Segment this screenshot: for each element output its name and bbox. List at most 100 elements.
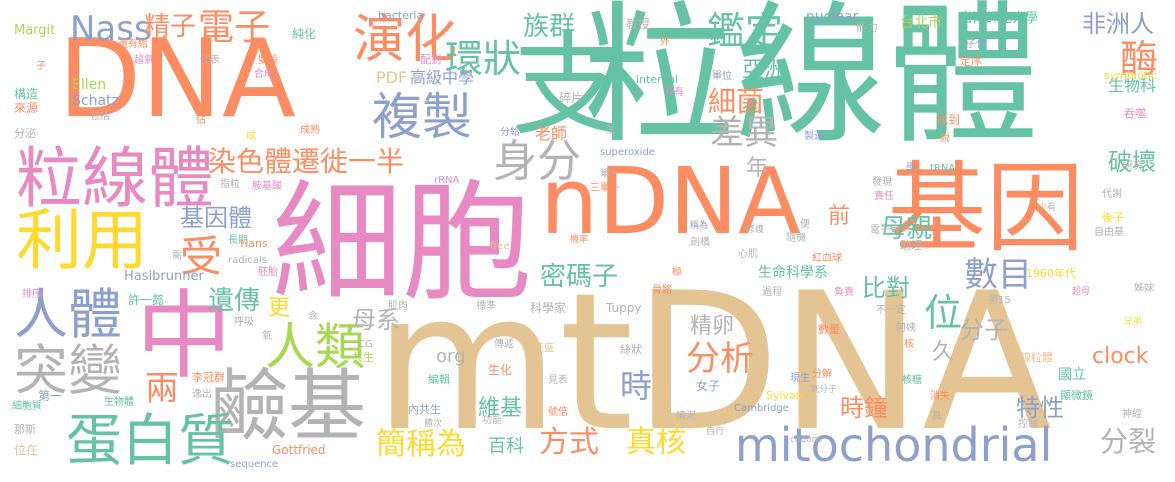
cloud-word: 過程 (762, 287, 782, 298)
cloud-word: 細胞 (272, 167, 533, 319)
cloud-word: 助理 (900, 239, 922, 252)
cloud-word: 細菌 (708, 85, 765, 118)
cloud-word: 說 (940, 133, 950, 144)
cloud-word: 差異 (710, 113, 778, 153)
cloud-word: 氧 (262, 331, 272, 342)
cloud-word: 受 (180, 232, 223, 281)
cloud-word: 內共生 (408, 403, 441, 416)
cloud-word: 破壞 (1108, 148, 1156, 176)
cloud-word: 基因體 (180, 204, 252, 232)
cloud-word: 教授 (626, 17, 651, 31)
cloud-word: 來源 (14, 101, 39, 115)
cloud-word: 阿姨 (896, 323, 916, 334)
cloud-word: internal (636, 73, 679, 86)
cloud-word: 分析 (686, 339, 754, 379)
cloud-word: 比對 (862, 274, 910, 302)
cloud-word: clock (1092, 344, 1149, 369)
cloud-word: 1960年代 (1026, 267, 1076, 280)
cloud-word: 時 (620, 367, 653, 405)
cloud-word: 方式 (539, 425, 599, 460)
cloud-word: 分裂 (1100, 425, 1157, 458)
cloud-word: 佔 (196, 115, 206, 126)
cloud-word: 神經 (1122, 409, 1142, 420)
cloud-word: 密碼子 (540, 262, 619, 292)
cloud-word: 顯微鏡 (1060, 389, 1093, 402)
cloud-word: 見表 (548, 375, 568, 386)
cloud-word: 兩 (145, 369, 179, 409)
cloud-word: 生命科學系 (758, 265, 828, 281)
cloud-word: 科學家 (530, 301, 567, 315)
cloud-word: 少有 (1038, 203, 1057, 213)
cloud-word: 配對 (420, 53, 442, 66)
cloud-word: 劍橋 (690, 237, 710, 248)
cloud-word: 更 (268, 296, 291, 321)
cloud-word: nuclear (806, 9, 859, 25)
cloud-word: 傳遞 (494, 339, 514, 350)
cloud-word: 碎片 (559, 91, 584, 105)
cloud-word: 生物科 (1108, 76, 1157, 95)
cloud-word: 核糖 (902, 375, 922, 386)
cloud-word: 蛋白質 (66, 409, 234, 474)
cloud-word: 胺基酸 (252, 181, 282, 192)
cloud-word: 突變 (14, 339, 122, 402)
cloud-word: 骨骼 (652, 285, 672, 296)
cloud-word: 成 (246, 131, 256, 142)
cloud-word: 不一定 (876, 305, 906, 316)
cloud-word: DNA (58, 17, 296, 142)
cloud-word: 還有給 (118, 39, 148, 50)
cloud-word: 負責 (834, 287, 854, 298)
cloud-word: 極 (672, 267, 682, 278)
cloud-word: 基因 (888, 152, 1085, 266)
cloud-word: 遺傳 (208, 286, 261, 316)
cloud-word: 三單一 (590, 183, 620, 194)
cloud-word: 身分 (493, 136, 581, 187)
cloud-word: 百科 (488, 436, 524, 457)
cloud-word: 演化 (353, 10, 458, 70)
cloud-word: 亞洲 (742, 58, 787, 83)
cloud-word: Tuppy (606, 301, 642, 315)
cloud-word: 電子 (198, 7, 271, 48)
cloud-word: 母親 (880, 214, 933, 244)
cloud-word: 逸出 (192, 389, 212, 400)
cloud-word: org (436, 346, 466, 367)
cloud-word: 那斯 (14, 423, 36, 436)
cloud-word: 旺盛 (534, 343, 554, 354)
cloud-word: 酶 (1120, 37, 1159, 81)
cloud-word: 分解 (812, 369, 832, 380)
cloud-word: PDF (376, 68, 408, 87)
cloud-word: 精卵 (690, 314, 735, 339)
cloud-word: 老師 (535, 124, 568, 143)
cloud-word: Nass (70, 9, 152, 49)
cloud-word: 女子 (696, 379, 721, 393)
cloud-word: 便 (800, 219, 810, 230)
cloud-word: 肌肉 (388, 301, 408, 312)
cloud-word: 純化 (292, 27, 317, 41)
cloud-word: 隨機 (786, 233, 806, 244)
cloud-word: 胚胎 (258, 267, 278, 278)
cloud-word: 分子 (960, 316, 1008, 344)
cloud-word: 簡稱為 (376, 427, 466, 462)
cloud-word: 數量 (818, 323, 840, 336)
cloud-word: 號倍 (548, 407, 568, 418)
cloud-word: 代表 (200, 55, 220, 66)
cloud-word: 高級中學 (410, 68, 475, 87)
cloud-word: 人體 (14, 283, 122, 346)
cloud-word: 真核 (626, 425, 686, 460)
cloud-word: 台北市 (900, 15, 942, 31)
cloud-word: mitochondrial (735, 418, 1053, 472)
cloud-word: 製造 (804, 131, 824, 142)
cloud-word: symbiotic (1104, 69, 1158, 82)
cloud-word: Haslbrunner (124, 269, 204, 284)
cloud-word: 體次 (424, 419, 443, 429)
cloud-word: 位在 (14, 443, 39, 457)
cloud-word: 分給 (500, 127, 520, 138)
cloud-word: Cambridge (734, 403, 789, 414)
cloud-word: 中 (136, 280, 232, 392)
cloud-word: rRNA (434, 175, 460, 186)
cloud-word: 非洲人 (1082, 10, 1154, 38)
cloud-word: 前 (828, 204, 851, 229)
cloud-word: 鑑定 (707, 9, 784, 53)
cloud-word: 年 (746, 156, 769, 181)
cloud-word: 子代 (966, 39, 986, 50)
cloud-word: 利用 (16, 202, 148, 279)
